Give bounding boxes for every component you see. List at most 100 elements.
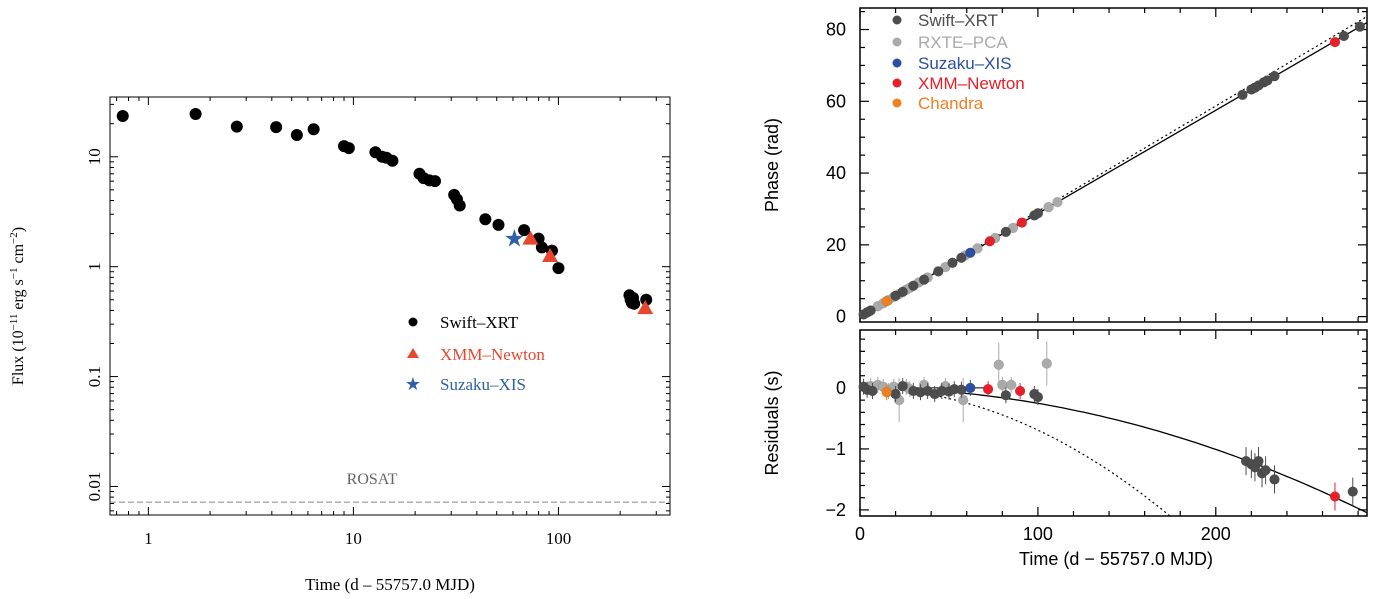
phase-point-rxte-pca [1052,196,1063,208]
residual-point-swift-xrt [890,388,901,400]
residual-point-swift-xrt [1032,391,1044,403]
swift-xrt-point [552,262,565,275]
residual-point-swift-xrt [1347,486,1359,497]
swift-xrt-point [453,199,466,212]
residual-point-xmm-newton [1329,491,1341,502]
left-legend: Swift–XRT XMM–Newton ★ Suzaku–XIS [405,313,545,394]
phase-point-xmm-newton [1329,36,1341,48]
ylabel-part-4: ) [10,227,27,232]
residual-y-tick-label: −1 [825,439,846,459]
swift-xrt-point [307,123,320,136]
residual-point-swift-xrt [867,385,878,397]
phase-point-swift-xrt [956,252,967,264]
ylabel-part-1: Flux (10 [10,330,27,385]
swift-xrt-point [230,120,243,133]
residual-y-tick-label: −2 [825,500,846,520]
residual-point-rxte-pca [993,359,1005,371]
swift-xrt-point [479,213,492,226]
phase-y-tick-label: 80 [826,20,846,40]
legend-chandra-marker [892,98,902,108]
xmm-newton-point [542,248,559,263]
swift-xrt-point [640,293,653,306]
swift-xrt-point [116,110,129,123]
residual-point-swift-xrt [956,384,967,396]
residual-point-chandra [881,386,892,398]
phase-point-swift-xrt [1032,208,1044,219]
phase-point-swift-xrt [933,266,944,277]
residual-point-rxte-pca [1005,379,1017,391]
y-tick-label: 10 [85,148,104,165]
legend-xmm-marker [407,348,419,358]
phase-y-axis-label: Phase (rad) [762,118,782,212]
swift-xrt-point [492,218,505,231]
residual-point-rxte-pca [957,394,969,406]
residual-point-xmm-newton [1014,385,1026,397]
x-tick-label: 100 [546,529,572,548]
swift-xrt-point [428,175,441,188]
phase-point-swift-xrt [1354,21,1366,32]
phase-point-suzaku-xis [965,247,976,258]
suzaku-xis-point: ★ [504,226,526,253]
x-tick-label: 1 [144,529,153,548]
legend-chandra-label: Chandra [918,94,984,113]
residual-point-rxte-pca [1041,358,1053,369]
right-legend: Swift–XRT RXTE–PCA Suzaku–XIS XMM–Newton… [892,11,1025,113]
residual-point-swift-xrt [1269,474,1280,485]
phase-alt-fit-line [859,15,1368,318]
residual-plot-frame [859,329,1368,517]
y-tick-label: 1 [85,262,104,271]
residual-point-suzaku-xis [965,382,976,394]
swift-xrt-point [342,142,355,155]
swift-xrt-point [518,224,531,237]
phase-point-xmm-newton [1016,217,1028,228]
legend-xmm-newton-label: XMM–Newton [918,74,1025,93]
swift-xrt-point [535,241,548,254]
residual-y-tick-label: 0 [836,378,846,398]
right-x-axis-label: Time (d − 55757.0 MJD) [1019,549,1213,569]
xmm-newton-point [522,230,539,245]
left-y-axis-label: Flux (10−11 erg s−1 cm−2) [8,227,27,385]
legend-suzaku-xis-marker [892,58,902,68]
left-x-axis-label: Time (d – 55757.0 MJD) [305,575,475,594]
y-tick-label: 0.1 [85,366,104,387]
phase-point-swift-xrt [918,274,930,285]
phase-y-tick-label: 40 [826,163,846,183]
phase-y-tick-label: 0 [836,307,846,327]
phase-point-xmm-newton [984,236,996,247]
x-tick-label: 10 [345,529,362,548]
residual-fit-curve [860,387,1368,514]
swift-xrt-point [386,154,399,167]
legend-xmm-newton-marker [892,78,902,88]
legend-suzaku-xis-label: Suzaku–XIS [918,54,1012,73]
phase-point-swift-xrt [1338,30,1350,42]
ylabel-sup-2: −1 [8,268,20,280]
flux-light-curve-panel: 1 10 100 0.01 0.1 1 10 ★ Time (d – 55757.0 MJD… [8,96,671,594]
residual-point-swift-xrt [1260,465,1271,476]
left-plot-frame [109,96,671,516]
ylabel-part-2: erg s [10,279,27,313]
residual-alt-fit-curve [859,387,1170,517]
phase-residual-panel: 0 100 200 0 20 40 60 80 −2 −1 0 Time (d − 55757.0 … [762,7,1368,569]
phase-point-swift-xrt [1000,226,1012,238]
legend-swift-marker [408,317,418,327]
right-x-tick-label: 100 [1023,524,1053,544]
legend-swift-label: Swift–XRT [440,313,519,332]
ylabel-sup-1: −11 [8,314,20,331]
ylabel-part-3: cm [10,243,27,267]
residual-point-xmm-newton [982,383,994,395]
phase-point-swift-xrt [865,305,876,316]
phase-point-swift-xrt [908,280,919,292]
swift-xrt-point [270,121,283,134]
phase-point-rxte-pca [1043,201,1054,213]
phase-point-chandra [881,295,892,307]
xmm-newton-point [637,300,654,315]
swift-xrt-point [290,128,303,141]
legend-rxte-marker [892,37,902,47]
ylabel-sup-3: −2 [8,232,20,244]
phase-y-tick-label: 20 [826,235,846,255]
swift-xrt-point [628,297,641,310]
swift-xrt-point [189,108,202,121]
residual-point-swift-xrt [1253,455,1264,467]
rosat-annotation: ROSAT [347,471,398,488]
